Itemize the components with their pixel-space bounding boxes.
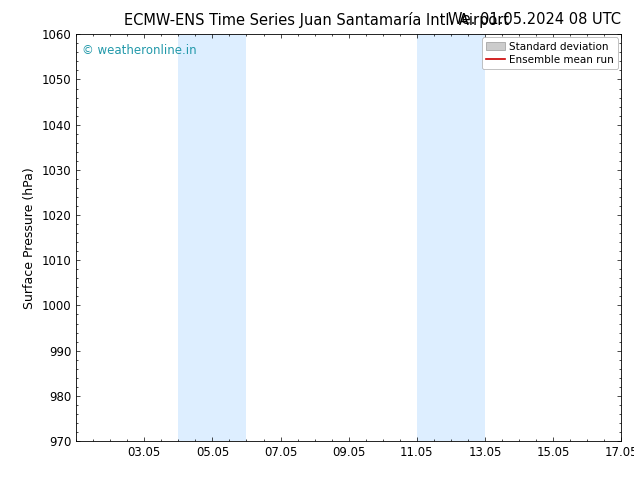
Text: © weatheronline.in: © weatheronline.in — [82, 45, 196, 57]
Text: ECMW-ENS Time Series Juan Santamaría Intl. Airport: ECMW-ENS Time Series Juan Santamaría Int… — [124, 12, 510, 28]
Y-axis label: Surface Pressure (hPa): Surface Pressure (hPa) — [23, 167, 36, 309]
Bar — [417, 34, 485, 441]
Text: We. 01.05.2024 08 UTC: We. 01.05.2024 08 UTC — [448, 12, 621, 27]
Bar — [178, 34, 247, 441]
Legend: Standard deviation, Ensemble mean run: Standard deviation, Ensemble mean run — [482, 37, 618, 69]
